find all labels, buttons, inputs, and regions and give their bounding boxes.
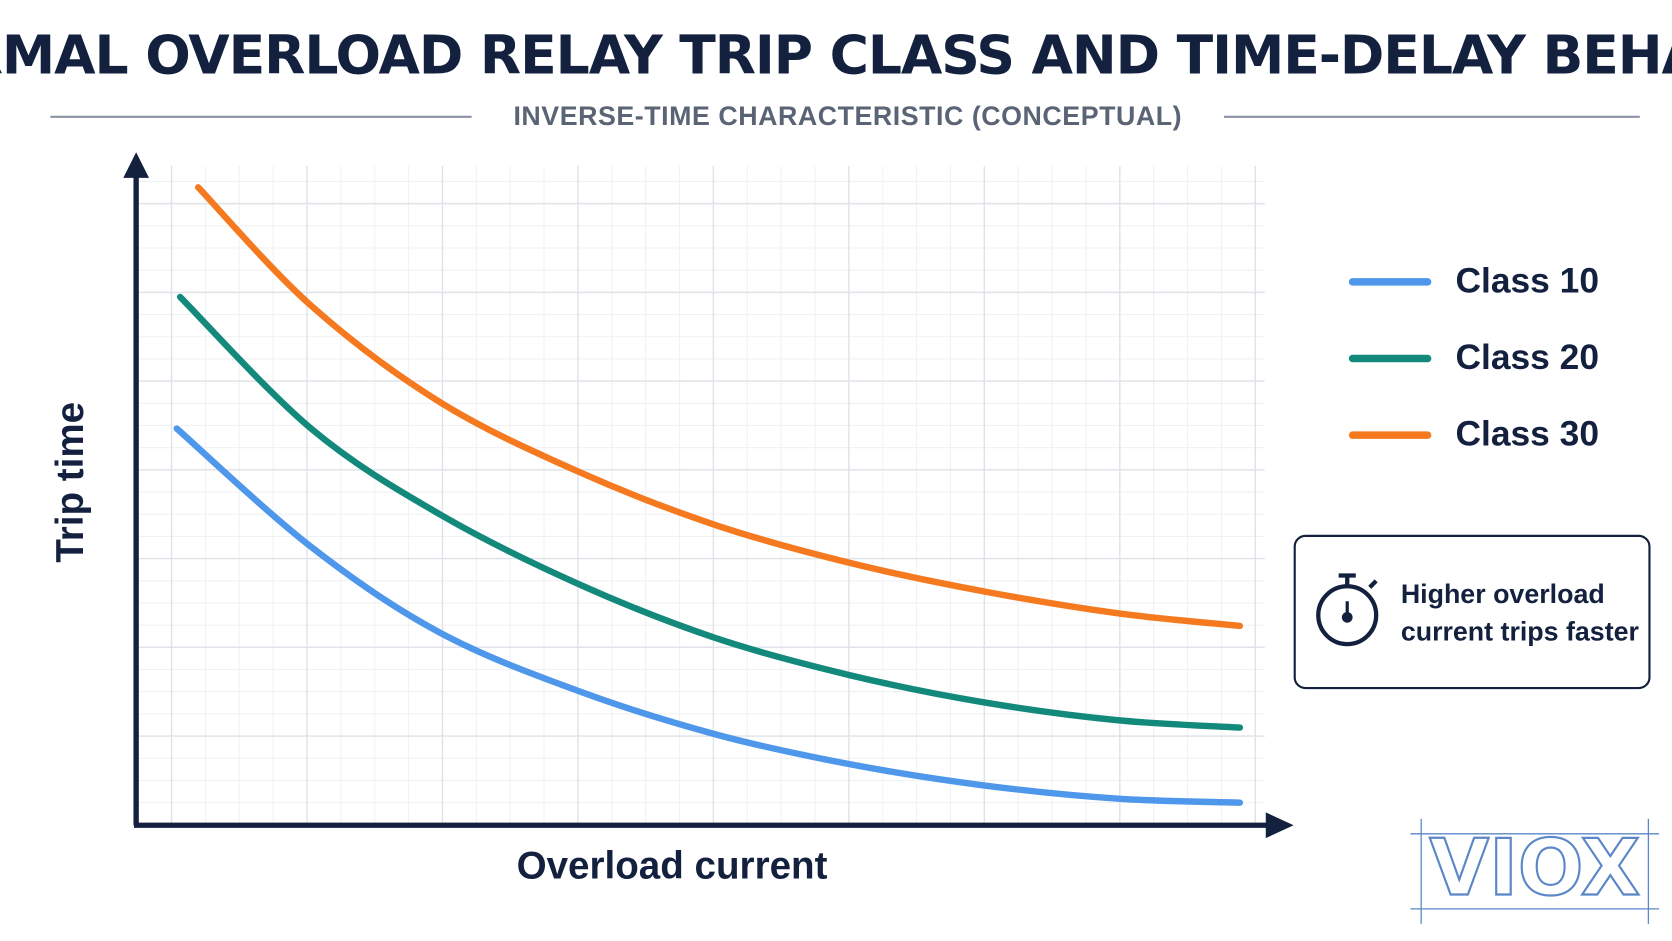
chart-title: THERMAL OVERLOAD RELAY TRIP CLASS AND TI… (0, 24, 1672, 87)
series-line (173, 425, 1244, 806)
x-axis-title: Overload current (517, 844, 828, 887)
legend-label: Class 10 (1455, 261, 1599, 300)
legend-label: Class 20 (1455, 338, 1599, 377)
y-axis-arrow (123, 152, 150, 178)
note-box (1293, 534, 1651, 690)
note-line: Higher overload (1401, 579, 1605, 609)
legend-label: Class 30 (1455, 415, 1599, 454)
grid (136, 166, 1265, 826)
legend: Class 10 Class 20 Class 30 (1348, 261, 1599, 454)
stopwatch-icon (1316, 573, 1379, 647)
y-axis-title: Trip time (49, 402, 92, 563)
chart-subtitle: INVERSE-TIME CHARACTERISTIC (CONCEPTUAL) (513, 101, 1182, 131)
plot-area (173, 184, 1244, 806)
series-line (176, 293, 1244, 731)
x-axis-arrow (1265, 812, 1294, 839)
logo (1410, 818, 1660, 924)
series-line (195, 184, 1244, 630)
note-line: current trips faster (1401, 616, 1640, 646)
logo-text: VIOX (1429, 823, 1640, 913)
